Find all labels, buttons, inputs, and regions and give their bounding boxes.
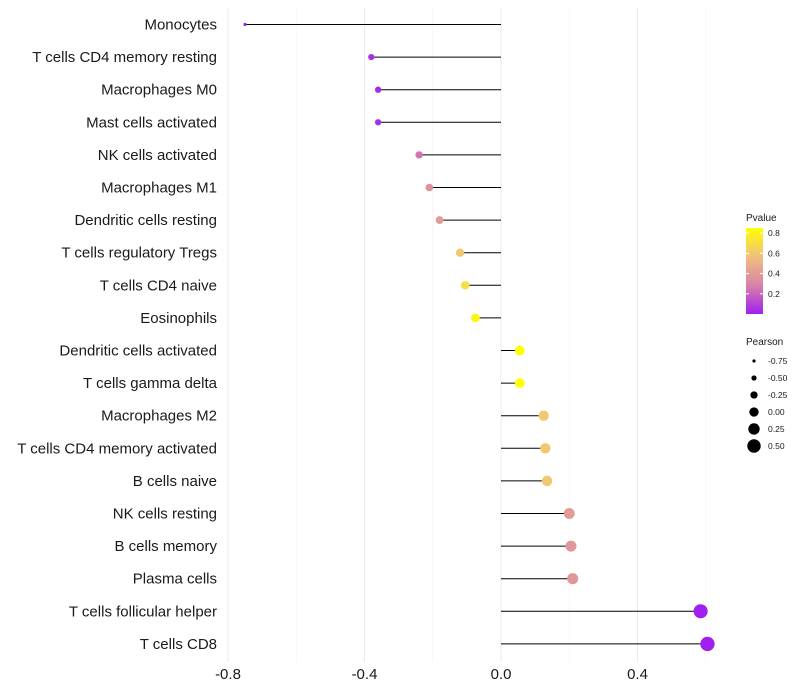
category-label: Macrophages M1: [101, 180, 217, 197]
x-tick-label: -0.4: [352, 666, 378, 683]
pvalue-colorbar: [746, 228, 763, 314]
data-point: [567, 573, 579, 585]
pearson-legend-dot: [750, 391, 758, 399]
pearson-legend-label: -0.25: [768, 390, 788, 400]
pearson-legend-title: Pearson: [746, 337, 783, 348]
grid-lines: [227, 8, 707, 662]
pearson-legend-label: 0.00: [768, 407, 785, 417]
category-label: T cells CD8: [140, 636, 217, 653]
data-point: [541, 475, 553, 487]
data-point: [374, 86, 382, 93]
pearson-legend-dot: [748, 423, 760, 435]
x-tick-label: -0.8: [215, 666, 241, 683]
data-point: [693, 604, 708, 619]
category-label: Monocytes: [144, 17, 217, 34]
category-label: B cells naive: [133, 473, 217, 490]
pearson-legend-label: 0.50: [768, 441, 785, 451]
pearson-legend-dot: [747, 439, 761, 453]
data-point: [514, 378, 525, 388]
pvalue-color-legend: Pvalue 0.8 0.6 0.4 0.2: [746, 213, 780, 314]
category-label: B cells memory: [114, 538, 217, 555]
category-label: Eosinophils: [140, 310, 217, 327]
data-point: [565, 540, 577, 552]
category-label: T cells regulatory Tregs: [61, 245, 217, 262]
pvalue-legend-tick: 0.6: [768, 248, 780, 258]
data-point: [425, 183, 434, 192]
data-point: [435, 216, 444, 225]
pearson-legend-dot: [751, 375, 757, 381]
category-label: T cells gamma delta: [83, 375, 218, 392]
category-label: Macrophages M0: [101, 82, 217, 99]
data-point: [455, 248, 465, 257]
pvalue-legend-tick: 0.8: [768, 228, 780, 238]
x-tick-label: 0.0: [491, 666, 512, 683]
category-label: NK cells resting: [113, 506, 217, 523]
pearson-size-legend: Pearson -0.75 -0.50 -0.25 0.00 0.25 0.50: [746, 337, 788, 453]
pearson-legend-dot: [752, 359, 756, 363]
data-point: [471, 313, 480, 323]
category-label: Macrophages M2: [101, 408, 217, 425]
category-label: Dendritic cells activated: [59, 343, 217, 360]
data-point: [538, 410, 549, 421]
data-point: [460, 281, 470, 290]
data-point: [700, 636, 715, 652]
pearson-legend-label: -0.50: [768, 373, 788, 383]
x-axis-ticks: -0.8 -0.4 0.0 0.4: [215, 666, 648, 683]
pearson-legend-label: 0.25: [768, 424, 785, 434]
lollipop-points: [243, 22, 715, 652]
category-label: Mast cells activated: [86, 114, 217, 131]
category-label: T cells CD4 memory activated: [17, 440, 217, 457]
category-label: Plasma cells: [133, 571, 217, 588]
lollipop-stems: [245, 24, 708, 645]
data-point: [415, 151, 423, 159]
category-label: T cells CD4 naive: [100, 277, 217, 294]
pearson-legend-label: -0.75: [768, 356, 788, 366]
category-labels: Monocytes T cells CD4 memory resting Macro…: [17, 17, 217, 653]
pvalue-legend-tick: 0.2: [768, 289, 780, 299]
pvalue-legend-title: Pvalue: [746, 213, 777, 224]
data-point: [368, 53, 375, 61]
pearson-legend-dot: [749, 407, 759, 417]
data-point: [563, 508, 575, 519]
pvalue-legend-tick: 0.4: [768, 269, 780, 279]
data-point: [514, 345, 525, 356]
data-point: [540, 443, 551, 454]
x-tick-label: 0.4: [627, 666, 648, 683]
data-point: [374, 119, 382, 126]
category-label: T cells follicular helper: [69, 603, 217, 620]
category-label: Dendritic cells resting: [74, 212, 217, 229]
data-point: [243, 22, 247, 27]
category-label: NK cells activated: [98, 147, 217, 164]
category-label: T cells CD4 memory resting: [32, 49, 217, 66]
